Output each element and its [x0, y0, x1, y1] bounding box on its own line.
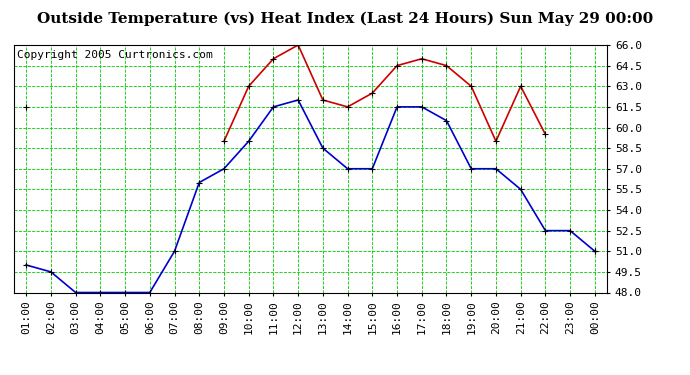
- Text: Copyright 2005 Curtronics.com: Copyright 2005 Curtronics.com: [17, 50, 213, 60]
- Text: Outside Temperature (vs) Heat Index (Last 24 Hours) Sun May 29 00:00: Outside Temperature (vs) Heat Index (Las…: [37, 11, 653, 26]
